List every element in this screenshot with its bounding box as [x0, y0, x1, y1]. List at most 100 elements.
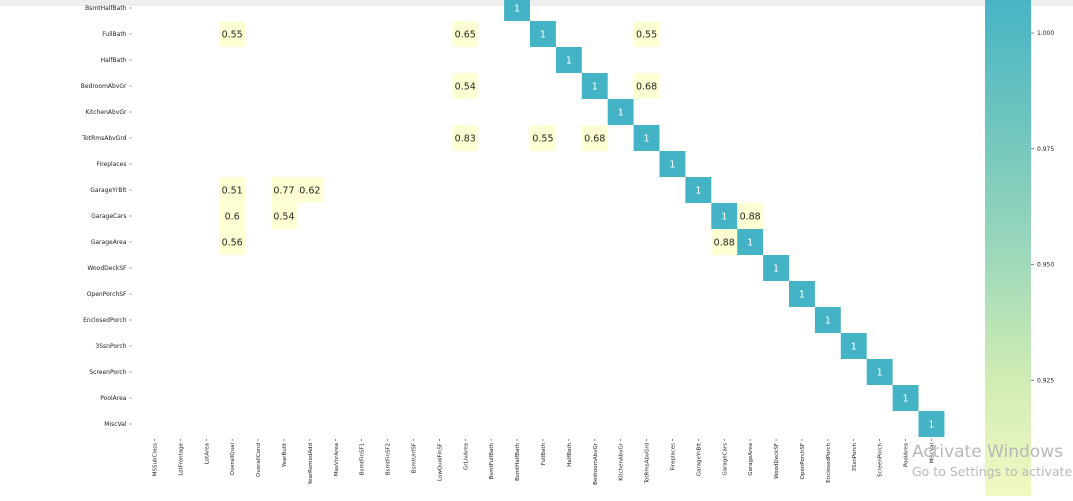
column-labels: MSSubClass LotFrontage LotArea OverallQual O… [152, 439, 935, 485]
cell-value-label: 1 [618, 108, 624, 119]
row-label-totrmsabvgrd: TotRmsAbvGrd [81, 135, 126, 142]
column-label-bsmtfinsf2: BsmtFinSF2 [386, 443, 392, 475]
heatmap-cell [219, 21, 246, 47]
colorbar-tick-label: 0.950 [1037, 262, 1054, 269]
heatmap-cell [763, 255, 789, 281]
column-label-grlivarea: GrLivArea [463, 443, 469, 470]
cell-value-label: 1 [825, 316, 831, 327]
column-label-halfbath: HalfBath [567, 442, 573, 466]
cell-value-label: 1 [540, 30, 546, 41]
heatmap-cell [711, 229, 738, 255]
cell-value-label: 1 [773, 264, 779, 275]
heatmap-cell [219, 177, 246, 203]
activate-windows-watermark: Activate Windows Go to Settings to activ… [912, 442, 1073, 479]
cell-value-label: 0.68 [584, 134, 605, 145]
heatmap-cell [840, 333, 867, 359]
cell-value-label: 1 [747, 238, 753, 249]
row-label-poolarea: PoolArea [100, 395, 127, 402]
heatmap-cell [789, 281, 815, 307]
heatmap-cell [530, 21, 556, 47]
cell-value-label: 1 [851, 342, 857, 353]
column-label-masvnrarea: MasVnrArea [334, 443, 340, 476]
column-label-yearremodadd: YearRemodAdd [308, 443, 314, 485]
watermark-line1: Activate Windows [912, 442, 1063, 462]
column-label-bsmtunfsf: BsmtUnfSF [411, 443, 417, 473]
column-label-3ssnporch: 3SsnPorch [852, 442, 858, 471]
cell-value-label: 0.56 [222, 238, 243, 249]
top-shadow [0, 0, 1073, 6]
column-label-garagecars: GarageCars [722, 443, 728, 476]
cell-value-label: 0.77 [273, 186, 294, 197]
cell-value-label: 0.88 [714, 238, 735, 249]
cell-value-label: 0.54 [455, 82, 476, 93]
column-label-mssubclass: MSSubClass [152, 443, 158, 476]
row-label-wooddecksf: WoodDeckSF [87, 265, 127, 272]
column-label-overallcond: OverallCond [256, 443, 262, 477]
heatmap-cell [685, 177, 712, 203]
column-label-garagearea: GarageArea [748, 443, 754, 476]
heatmap-cell [581, 125, 608, 151]
colorbar-gradient [985, 0, 1031, 496]
row-label-kitchenabvgr: KitchenAbvGr [85, 109, 127, 116]
heatmap-cell [219, 229, 246, 255]
heatmap-cell [814, 307, 841, 333]
column-label-lotfrontage: LotFrontage [178, 442, 184, 475]
heatmap-cell [892, 385, 919, 411]
cell-value-label: 0.55 [222, 30, 243, 41]
column-label-garageyrblt: GarageYrBlt [696, 442, 702, 476]
heatmap-cell [555, 47, 582, 73]
row-label-miscval: MiscVal [104, 421, 127, 428]
column-label-lowqualfinsf: LowQualFinSF [437, 443, 443, 481]
row-label-garagearea: GarageArea [91, 239, 127, 246]
cell-value-label: 0.6 [225, 212, 240, 223]
cell-value-label: 1 [721, 212, 727, 223]
cell-value-label: 1 [877, 368, 883, 379]
cell-value-label: 1 [695, 186, 701, 197]
cell-value-label: 1 [799, 290, 805, 301]
heatmap-cells: 1 0.55 0.65 1 0.55 1 0.54 1 0.68 1 0.83 0.55 0.68 1 1 0… [219, 0, 945, 437]
row-label-bedroomabvgr: BedroomAbvGr [81, 83, 127, 90]
heatmap-cell [866, 359, 893, 385]
column-label-fullbath: FullBath [541, 442, 547, 465]
cell-value-label: 1 [592, 82, 598, 93]
heatmap-cell [296, 177, 323, 203]
cell-value-label: 1 [669, 160, 675, 171]
heatmap-cell [271, 177, 297, 203]
heatmap-cell [633, 73, 660, 99]
colorbar: 0.925 0.950 0.975 1.000 [985, 0, 1054, 496]
colorbar-tick-label: 1.000 [1037, 30, 1054, 37]
cell-value-label: 0.65 [455, 30, 476, 41]
row-labels: BsmtHalfBath FullBath HalfBath BedroomAbvGr… [81, 5, 132, 428]
colorbar-tick-label: 0.925 [1037, 377, 1054, 384]
cell-value-label: 1 [514, 4, 520, 15]
watermark-line2: Go to Settings to activate Windows. [912, 464, 1073, 479]
row-label-screenporch: ScreenPorch [89, 369, 126, 376]
column-label-bsmthalfbath: BsmtHalfBath [515, 442, 521, 480]
cell-value-label: 0.68 [636, 82, 657, 93]
colorbar-tick-label: 0.975 [1037, 146, 1054, 153]
column-label-yearbuilt: YearBuilt [282, 442, 288, 468]
row-label-garageyrblt: GarageYrBlt [90, 187, 127, 194]
heatmap-cell [452, 125, 479, 151]
cell-value-label: 0.51 [222, 186, 243, 197]
heatmap-cell [659, 151, 686, 177]
column-label-fireplaces: Fireplaces [670, 443, 676, 471]
heatmap-cell [452, 21, 479, 47]
heatmap-cell [737, 229, 764, 255]
column-label-overallqual: OverallQual [230, 443, 236, 476]
column-label-screenporch: ScreenPorch [878, 442, 884, 477]
heatmap-cell [607, 99, 634, 125]
row-label-openporchsf: OpenPorchSF [87, 291, 127, 298]
row-label-fullbath: FullBath [102, 31, 126, 38]
cell-value-label: 1 [566, 56, 572, 67]
heatmap-cell [219, 203, 246, 229]
column-label-poolarea: PoolArea [904, 443, 910, 467]
row-label-garagecars: GarageCars [91, 213, 126, 220]
column-label-bsmtfinsf1: BsmtFinSF1 [360, 443, 366, 475]
row-label-fireplaces: Fireplaces [97, 161, 127, 168]
row-label-bsmthalfbath: BsmtHalfBath [85, 5, 127, 12]
heatmap-cell [530, 125, 556, 151]
row-label-3ssnporch: 3SsnPorch [95, 343, 126, 350]
